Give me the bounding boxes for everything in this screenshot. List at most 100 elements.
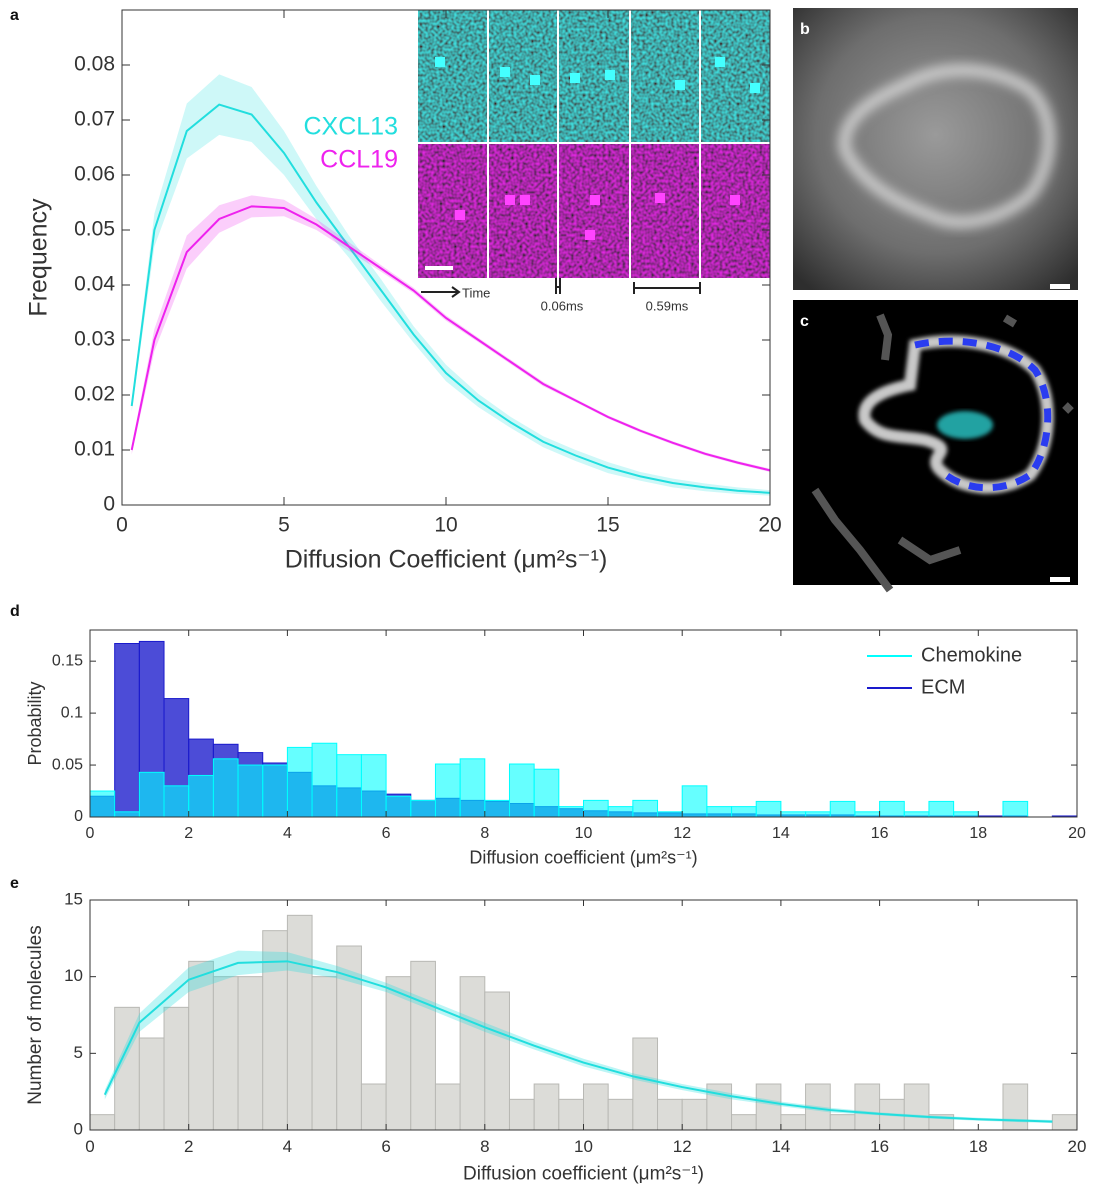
x-tick-label: 2 [184,1137,193,1156]
bar [212,976,239,1131]
bar [138,771,165,818]
bar [583,1083,609,1131]
x-tick-label: 18 [969,825,987,842]
series-label: CXCL13 [304,113,399,141]
bar [657,1098,683,1131]
panel: a CXCL13 CCL19 Time 0.06ms 0.59ms 0 0.01 0.02 0.0… [10,7,782,573]
x-tick-label: 4 [283,825,292,842]
y-axis-label: Probability [25,681,45,765]
spot [505,195,515,205]
bar [138,1037,165,1131]
bar [89,1114,116,1131]
spot [455,210,465,220]
bar [558,1098,585,1131]
bar [829,1114,856,1131]
bar [385,795,412,818]
bar [533,1083,560,1131]
bar [311,742,338,818]
x-tick-label: 8 [480,825,489,842]
x-tick-label: 8 [480,1137,489,1156]
panel-label: b [800,21,810,38]
spot [675,80,685,90]
interval-bracket [555,278,561,294]
bar [903,1083,930,1131]
x-tick-label: 10 [574,1137,593,1156]
micrograph [793,8,1078,290]
bar [657,811,683,818]
bar [928,800,955,818]
x-tick-label: 14 [772,825,790,842]
bar [854,1083,881,1131]
panel: d Chemokine ECM 0 0.05 0.1 0.15 0 2 4 6 8 10 12 14 16 18… [10,603,1086,867]
bar [903,811,930,818]
spot [750,83,760,93]
bar [755,1083,782,1131]
y-axis-label: Number of molecules [25,925,46,1105]
line [130,205,771,472]
spot [570,73,580,83]
bar [706,806,733,818]
panel-label: d [10,603,20,620]
x-tick-label: 20 [1068,1137,1087,1156]
ecm-tracks [914,337,1052,492]
fit-line [103,960,1053,1123]
y-tick-label: 10 [64,966,83,985]
bar [385,976,412,1131]
x-tick-label: 2 [184,825,193,842]
bar [237,976,264,1131]
bar [114,643,140,818]
legend-label: ECM [921,676,965,698]
bar [558,806,585,818]
x-tick-label: 10 [434,513,457,536]
legend-label: Chemokine [921,644,1022,666]
bar [780,1114,807,1131]
bar [336,754,362,818]
x-tick-label: 12 [673,1137,692,1156]
bar [360,754,387,818]
bar [755,800,782,818]
bar [607,806,634,818]
x-axis-label: Diffusion Coefficient (μm²s⁻¹) [285,546,608,574]
x-tick-label: 16 [870,1137,889,1156]
bar [533,768,560,818]
spot [605,70,615,80]
spot [530,75,540,85]
x-tick-label: 20 [1068,825,1086,842]
bar [410,960,436,1131]
bar [780,811,807,818]
spot [730,195,740,205]
y-tick-label: 0.07 [74,108,115,131]
bar [829,800,856,818]
bar [953,811,979,818]
x-tick-label: 4 [283,1137,292,1156]
bar [1002,1083,1029,1131]
background-tracks [811,313,1074,593]
y-tick-label: 0.05 [52,756,83,773]
bar [286,914,313,1131]
bar [114,811,140,818]
bar [459,758,486,818]
interval-bracket [633,282,701,294]
scale-bar [1050,577,1070,582]
y-tick-label: 0.15 [52,652,83,669]
x-tick-label: 6 [381,1137,390,1156]
line [130,103,771,494]
bar [1051,1114,1078,1131]
bar [114,1006,140,1131]
panel-label: e [10,875,19,892]
x-axis-label: Diffusion coefficient (μm²s⁻¹) [469,848,697,868]
x-tick-label: 5 [278,513,290,536]
bar [286,746,313,818]
chemokine-tracks [937,411,993,439]
bar [410,799,436,818]
x-tick-label: 0 [116,513,128,536]
spot [715,57,725,67]
error-band [131,74,771,496]
x-tick-label: 12 [673,825,691,842]
x-tick-label: 16 [871,825,889,842]
image-b: b [793,8,1078,290]
bar [262,764,288,818]
cyan-frames [418,10,770,143]
bar [434,1083,461,1131]
bar [434,763,461,818]
